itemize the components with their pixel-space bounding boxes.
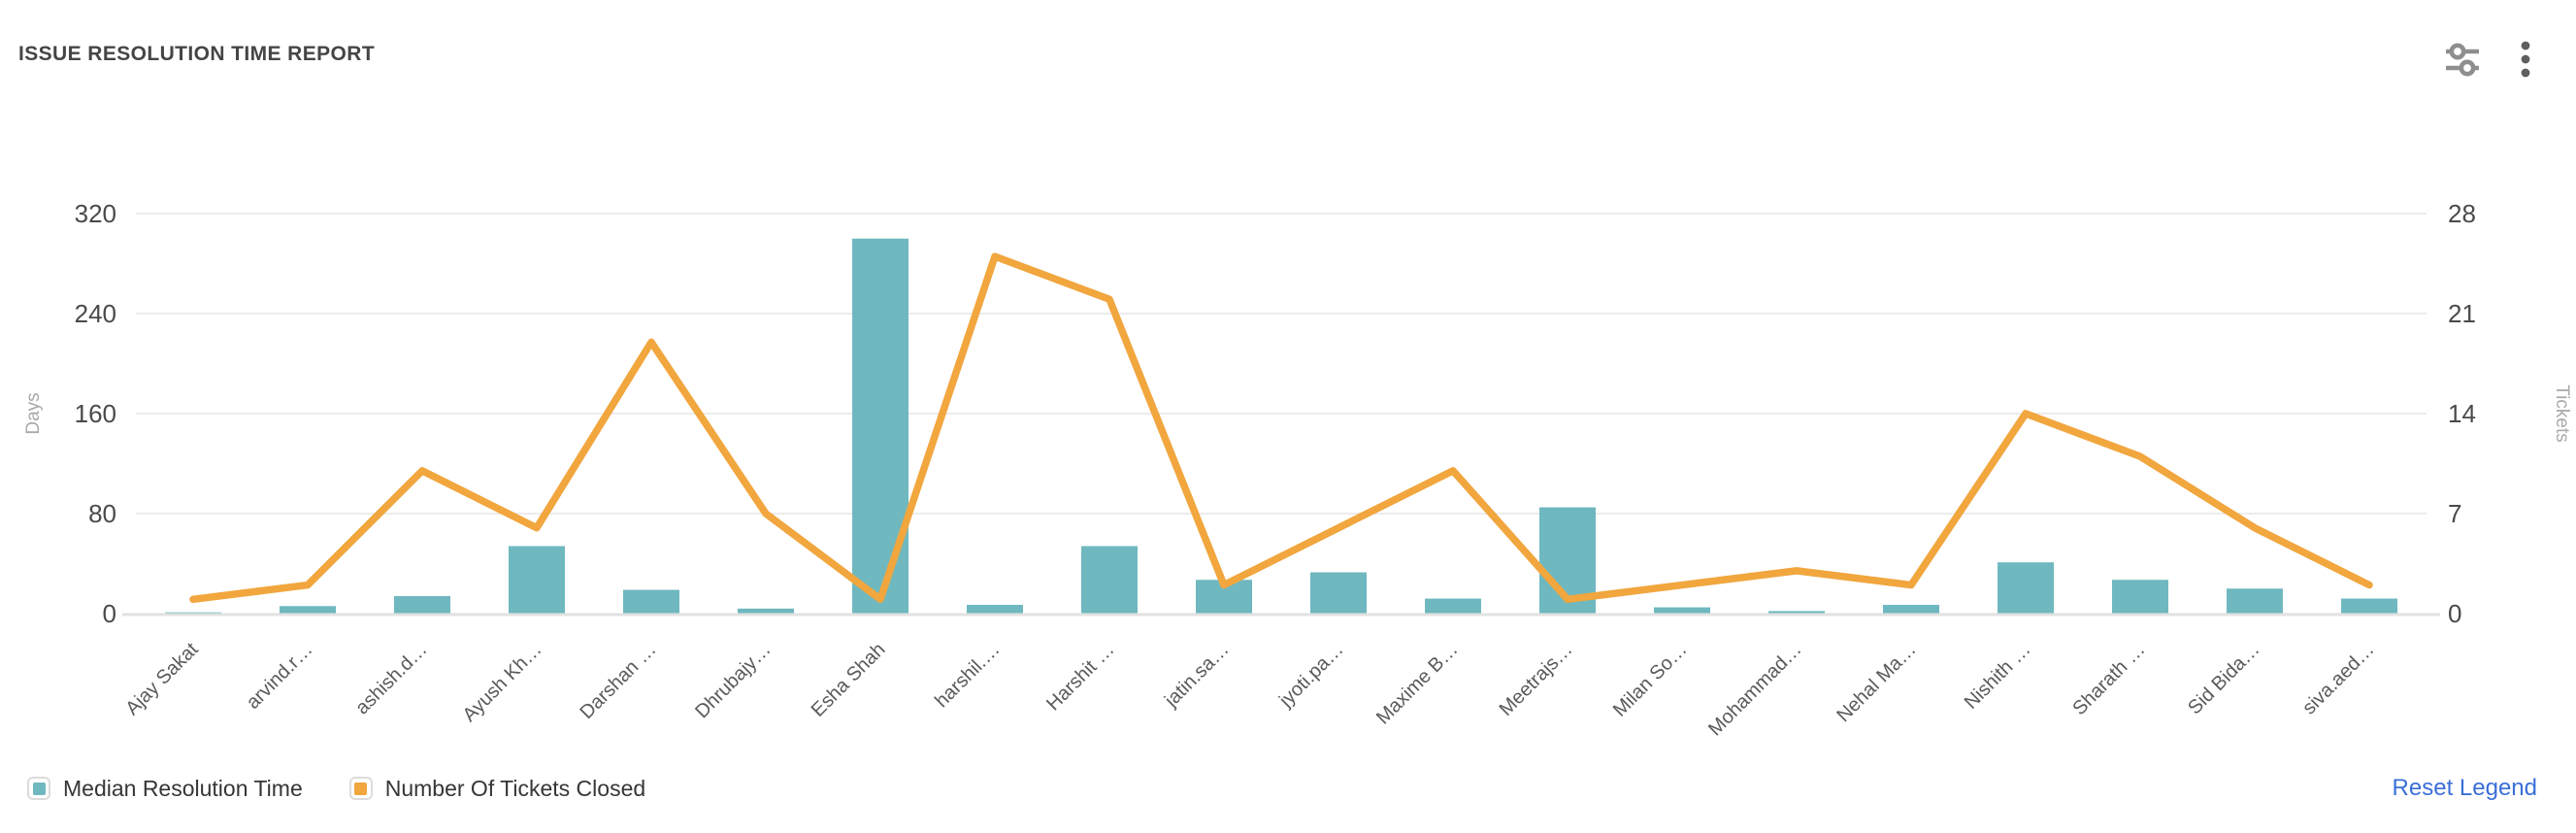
legend-swatch-color xyxy=(354,782,368,795)
bar-Mohammad… xyxy=(1768,611,1825,614)
legend-item-median-resolution-time[interactable]: Median Resolution Time xyxy=(27,776,303,802)
x-axis-label: jatin.sa… xyxy=(1160,639,1233,712)
left-axis-tick: 240 xyxy=(75,299,116,328)
x-axis-label: Nehal Ma… xyxy=(1833,639,1920,726)
x-axis-label: harshil.… xyxy=(931,639,1004,712)
legend-swatch xyxy=(348,777,373,800)
x-axis-label: Milan So… xyxy=(1609,639,1692,721)
bar-ashish.d… xyxy=(394,595,450,614)
line-number-of-tickets-closed xyxy=(189,252,2373,604)
page-title: ISSUE RESOLUTION TIME REPORT xyxy=(18,43,376,65)
x-axis-label: jyoti.pa… xyxy=(1274,639,1347,712)
bar-jyoti.pa… xyxy=(1310,572,1367,614)
bar-Ayush Kh… xyxy=(509,546,565,614)
bar-Maxime B… xyxy=(1425,598,1481,614)
bar-Sharath … xyxy=(2112,580,2168,614)
chart-legend: Median Resolution Time Number Of Tickets… xyxy=(27,769,2537,808)
x-axis-label: Sid Bida… xyxy=(2184,639,2263,718)
right-axis-title: Tickets xyxy=(2552,384,2572,442)
x-axis-label: Mohammad… xyxy=(1704,639,1805,740)
bar-Nishith … xyxy=(1998,562,2054,614)
bar-Sid Bida… xyxy=(2227,588,2283,614)
bar-Nehal Ma… xyxy=(1883,604,1939,614)
right-axis-tick: 7 xyxy=(2448,499,2461,528)
x-axis-label: Darshan … xyxy=(576,639,660,723)
more-options-button[interactable] xyxy=(2520,39,2531,83)
right-axis-tick: 14 xyxy=(2448,399,2476,428)
x-axis-label: Meetrajs… xyxy=(1496,639,1577,720)
bar-Darshan … xyxy=(623,589,679,614)
right-axis-tick: 0 xyxy=(2448,599,2461,628)
x-axis-label: Nishith … xyxy=(1961,639,2035,714)
bar-siva.aed… xyxy=(2341,598,2397,614)
bar-Dhrubajy… xyxy=(738,608,794,614)
left-axis-title: Days xyxy=(23,392,44,434)
x-axis-label: Esha Shah xyxy=(808,639,890,721)
right-axis-tick: 21 xyxy=(2448,299,2476,328)
legend-swatch xyxy=(27,777,50,800)
report-header: ISSUE RESOLUTION TIME REPORT xyxy=(0,0,2576,97)
left-axis-tick: 320 xyxy=(75,199,116,228)
x-axis-label: Dhrubajy… xyxy=(691,639,775,722)
right-axis-tick: 28 xyxy=(2448,199,2476,228)
reset-legend-link[interactable]: Reset Legend xyxy=(2392,775,2537,801)
left-axis-tick: 80 xyxy=(88,499,116,528)
x-axis-label: Maxime B… xyxy=(1372,639,1463,729)
x-axis-label: Ayush Kh… xyxy=(459,639,546,726)
legend-label: Median Resolution Time xyxy=(63,775,303,801)
x-axis-label: ashish.d… xyxy=(351,639,431,718)
bar-harshil.… xyxy=(967,604,1023,614)
bar-Milan So… xyxy=(1654,607,1710,614)
bar-Esha Shah xyxy=(852,238,908,614)
x-axis-label: siva.aed… xyxy=(2298,639,2378,718)
x-axis-label: Sharath … xyxy=(2068,639,2149,719)
left-axis-tick: 0 xyxy=(103,599,116,628)
legend-item-number-of-tickets-closed[interactable]: Number Of Tickets Closed xyxy=(348,775,646,802)
bar-Harshit … xyxy=(1081,546,1138,614)
x-axis-label: arvind.r… xyxy=(243,639,317,714)
legend-swatch-color xyxy=(32,782,46,795)
left-axis-tick: 160 xyxy=(75,399,116,428)
bar-arvind.r… xyxy=(280,606,336,614)
bar-Ajay Sakat xyxy=(165,612,221,614)
x-axis-label: Ajay Sakat xyxy=(121,639,202,719)
sliders-filter-icon xyxy=(2446,41,2479,81)
kebab-menu-icon xyxy=(2520,39,2531,83)
toolbar xyxy=(2446,39,2531,83)
filter-settings-button[interactable] xyxy=(2446,41,2479,81)
x-axis-label: Harshit … xyxy=(1042,639,1118,715)
legend-label: Number Of Tickets Closed xyxy=(384,775,646,801)
